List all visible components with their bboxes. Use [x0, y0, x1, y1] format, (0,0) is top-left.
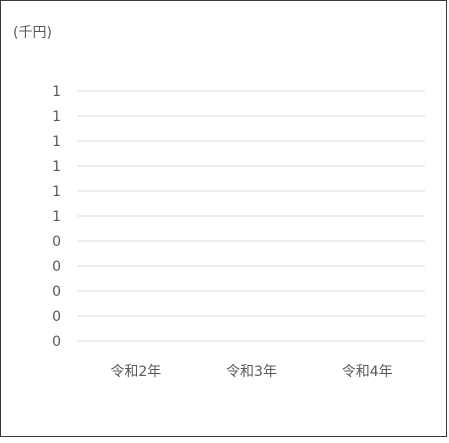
y-tick-label: 1 [52, 184, 61, 200]
y-axis-tick-labels: 1 1 1 1 1 1 0 0 0 0 0 [52, 84, 61, 350]
x-tick-label: 令和3年 [226, 364, 277, 380]
gridlines [78, 90, 425, 342]
y-tick-label: 0 [52, 284, 61, 300]
x-axis-tick-labels: 令和2年 令和3年 令和4年 [110, 364, 392, 380]
y-tick-label: 1 [52, 159, 61, 175]
y-tick-label: 1 [52, 134, 61, 150]
y-tick-label: 0 [52, 234, 61, 250]
y-tick-label: 1 [52, 209, 61, 225]
y-tick-label: 0 [52, 309, 61, 325]
x-tick-label: 令和4年 [342, 364, 393, 380]
x-tick-label: 令和2年 [110, 364, 161, 380]
y-tick-label: 0 [52, 259, 61, 275]
y-tick-label: 1 [52, 84, 61, 100]
y-tick-label: 0 [52, 334, 61, 350]
y-tick-label: 1 [52, 109, 61, 125]
unit-label: (千円) [13, 25, 52, 41]
